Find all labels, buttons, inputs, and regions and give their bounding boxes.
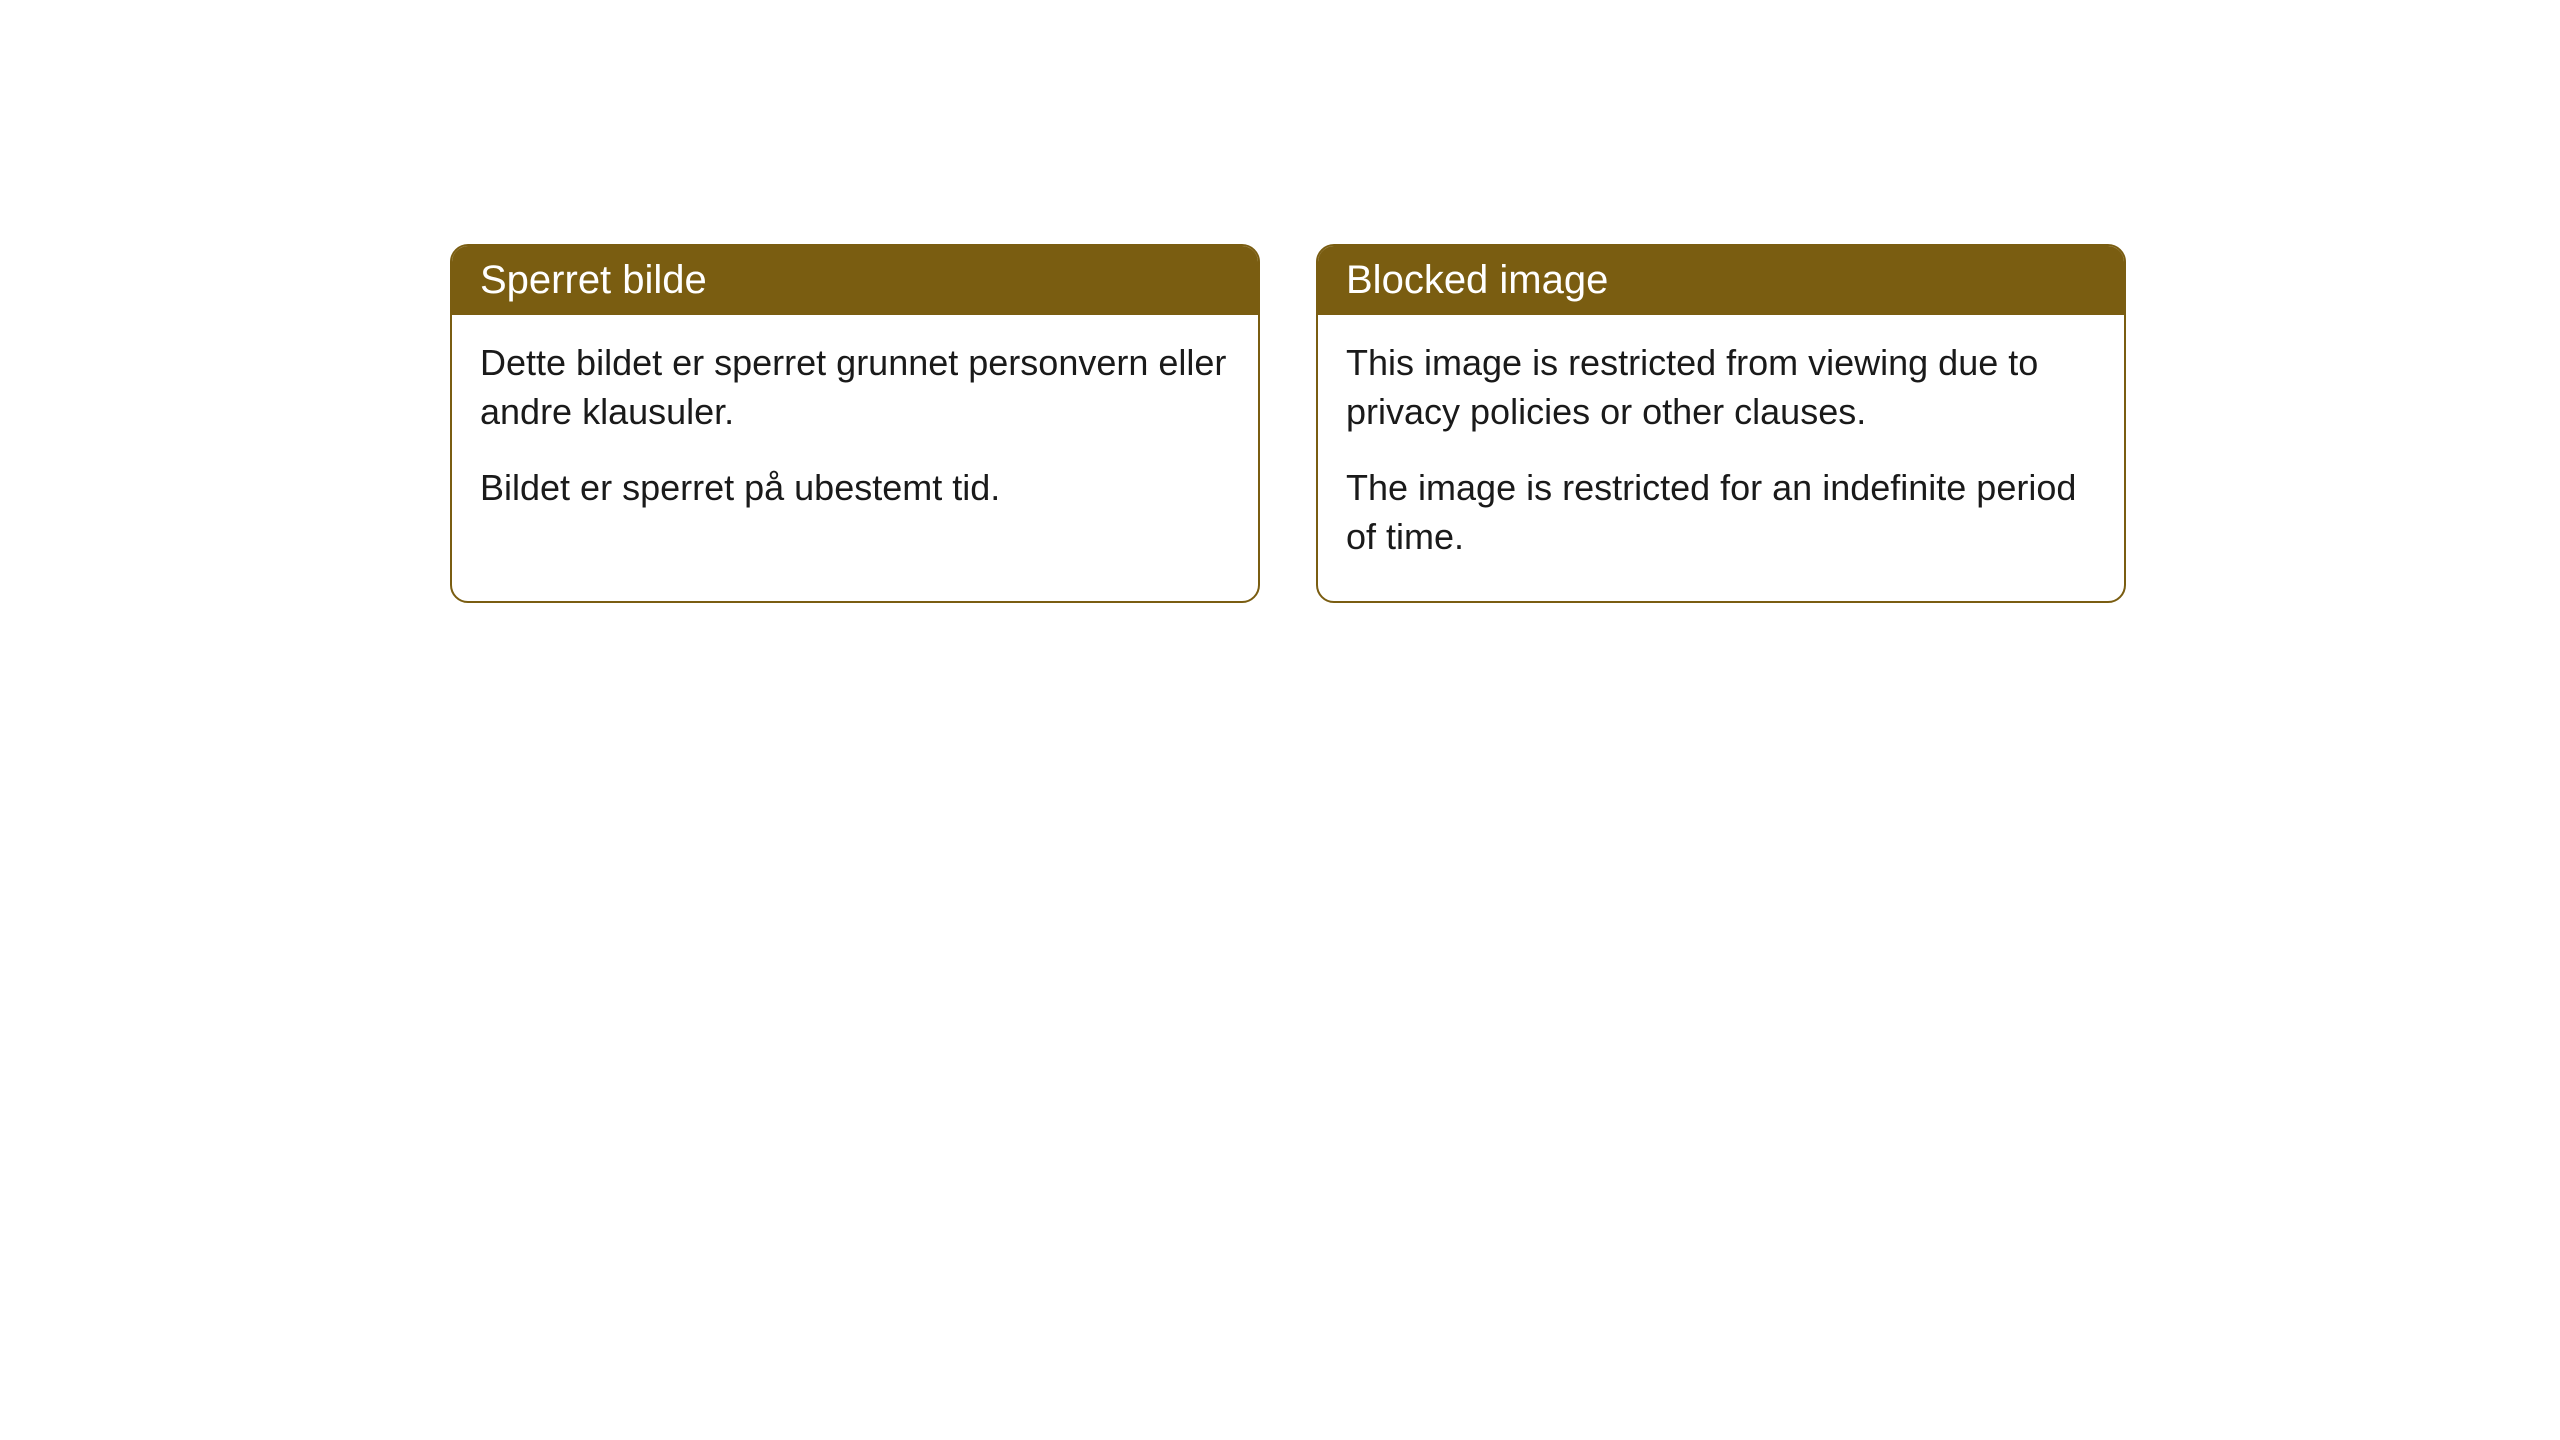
card-title-english: Blocked image bbox=[1346, 258, 1608, 302]
card-paragraph-1-norwegian: Dette bildet er sperret grunnet personve… bbox=[480, 339, 1230, 436]
card-body-norwegian: Dette bildet er sperret grunnet personve… bbox=[452, 315, 1258, 553]
card-body-english: This image is restricted from viewing du… bbox=[1318, 315, 2124, 601]
card-header-norwegian: Sperret bilde bbox=[452, 246, 1258, 315]
notice-card-english: Blocked image This image is restricted f… bbox=[1316, 244, 2126, 603]
card-header-english: Blocked image bbox=[1318, 246, 2124, 315]
card-title-norwegian: Sperret bilde bbox=[480, 258, 707, 302]
notice-card-norwegian: Sperret bilde Dette bildet er sperret gr… bbox=[450, 244, 1260, 603]
card-paragraph-2-english: The image is restricted for an indefinit… bbox=[1346, 464, 2096, 561]
card-paragraph-2-norwegian: Bildet er sperret på ubestemt tid. bbox=[480, 464, 1230, 513]
card-paragraph-1-english: This image is restricted from viewing du… bbox=[1346, 339, 2096, 436]
notice-cards-container: Sperret bilde Dette bildet er sperret gr… bbox=[0, 0, 2560, 603]
